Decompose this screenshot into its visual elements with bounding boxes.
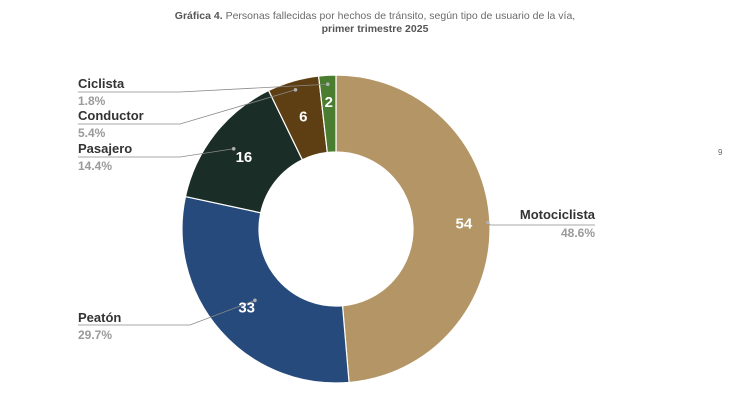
percent-label-motociclista: 48.6% <box>561 226 595 240</box>
slice-motociclista <box>335 74 491 384</box>
leader-line-pasajero <box>78 148 234 158</box>
category-label-conductor: Conductor <box>78 108 144 123</box>
category-label-ciclista: Ciclista <box>78 76 125 91</box>
chart-title: Gráfica 4. Personas fallecidas por hecho… <box>0 10 750 36</box>
leader-line-motociclista <box>487 222 595 226</box>
percent-label-ciclista: 1.8% <box>78 94 106 108</box>
page-number: 9 <box>718 148 723 157</box>
leader-dot-peaton <box>253 298 257 303</box>
value-label-pasajero: 16 <box>236 149 253 166</box>
percent-label-conductor: 5.4% <box>78 126 106 140</box>
slice-peaton <box>181 195 350 384</box>
chart-title-prefix: Gráfica 4. <box>174 10 223 22</box>
category-label-peaton: Peatón <box>78 310 121 325</box>
chart-title-line2: primer trimestre 2025 <box>321 23 429 35</box>
slice-ciclista <box>317 74 337 154</box>
leader-dot-ciclista <box>325 82 330 87</box>
leader-line-peaton <box>78 299 256 326</box>
percent-label-peaton: 29.7% <box>78 328 112 342</box>
leader-line-conductor <box>78 89 296 125</box>
value-label-conductor: 6 <box>299 109 307 126</box>
leader-line-ciclista <box>78 83 328 93</box>
leader-dot-conductor <box>293 87 298 92</box>
category-label-pasajero: Pasajero <box>78 141 132 156</box>
value-label-ciclista: 2 <box>325 94 333 111</box>
value-label-peaton: 33 <box>238 300 255 317</box>
leader-dot-motociclista <box>486 220 490 225</box>
percent-label-pasajero: 14.4% <box>78 159 112 173</box>
chart-title-text: Personas fallecidas por hechos de tránsi… <box>225 10 576 22</box>
value-label-motociclista: 54 <box>456 216 473 233</box>
category-label-motociclista: Motociclista <box>520 207 596 222</box>
leader-dot-pasajero <box>231 146 236 151</box>
